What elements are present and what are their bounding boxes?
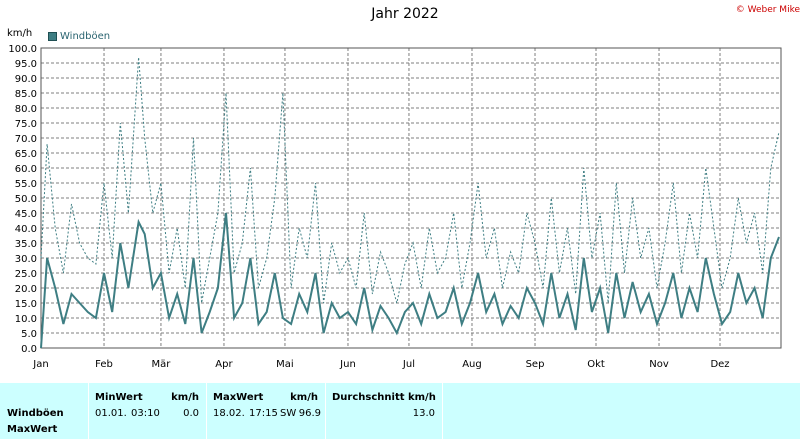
copyright-text: © Weber Mike (735, 5, 800, 15)
y-tick-label: 10.0 (15, 314, 37, 325)
series-line-windben (40, 212, 780, 349)
x-tick-label: Aug (462, 359, 482, 370)
y-tick-label: 65.0 (15, 149, 37, 160)
legend: Windböen (48, 31, 110, 42)
y-tick-label: 100.0 (8, 44, 37, 55)
x-tick-label: Sep (526, 359, 545, 370)
y-tick-label: 30.0 (15, 254, 37, 265)
x-tick-label: Okt (587, 359, 605, 370)
y-tick-label: 70.0 (15, 134, 37, 145)
y-tick-label: 25.0 (15, 269, 37, 280)
x-tick-label: Mär (152, 359, 172, 370)
x-tick-label: Nov (649, 359, 669, 370)
x-tick-labels: Jan Feb Mär Apr Mai Jun Jul Aug Sep Okt Nov Dez (32, 359, 729, 370)
series (40, 57, 780, 349)
row-label-maxwert: MaxWert (7, 424, 58, 435)
x-tick-label: Feb (95, 359, 113, 370)
max-unit: km/h (290, 392, 318, 403)
y-tick-label: 60.0 (15, 164, 37, 175)
row-label-windboeen: Windböen (7, 408, 64, 419)
y-tick-labels: 0.0 5.0 10.0 15.0 20.0 25.0 30.0 35.0 40.0 45.0 50… (8, 44, 37, 355)
grid (40, 47, 782, 349)
series-line-maxwert (40, 57, 780, 304)
legend-label: Windböen (60, 31, 111, 42)
chart-title: Jahr 2022 (371, 6, 439, 22)
stats-panel: Windböen MaxWert MinWert km/h 01.01. 03:… (0, 383, 800, 439)
y-tick-label: 5.0 (21, 329, 37, 340)
stats-max-column: MaxWert km/h 18.02. 17:15 SW 96.9 (206, 383, 325, 439)
max-header: MaxWert (213, 392, 264, 403)
min-header: MinWert (95, 392, 143, 403)
x-tick-label: Apr (215, 359, 233, 370)
min-time: 03:10 (131, 408, 160, 419)
y-tick-label: 75.0 (15, 119, 37, 130)
y-tick-label: 85.0 (15, 89, 37, 100)
stats-empty-column (442, 383, 800, 439)
stats-min-column: MinWert km/h 01.01. 03:10 0.0 (88, 383, 206, 439)
plot-frame (40, 47, 782, 349)
max-direction: SW (280, 408, 297, 419)
chart-area: 0.0 5.0 10.0 15.0 20.0 25.0 30.0 35.0 40.0 45.0 50… (8, 44, 782, 370)
stats-avg-column: Durchschnitt km/h 13.0 (325, 383, 442, 439)
x-tick-label: Jul (402, 359, 415, 370)
y-tick-label: 35.0 (15, 239, 37, 250)
y-tick-label: 20.0 (15, 284, 37, 295)
y-tick-label: 95.0 (15, 59, 37, 70)
max-date: 18.02. (213, 408, 245, 419)
avg-header: Durchschnitt km/h (332, 392, 436, 403)
x-tick-label: Jan (32, 359, 48, 370)
max-value: 96.9 (298, 408, 321, 419)
y-tick-label: 90.0 (15, 74, 37, 85)
x-tick-label: Mai (276, 359, 294, 370)
y-axis-unit: km/h (7, 28, 33, 39)
min-value: 0.0 (183, 408, 199, 419)
max-time: 17:15 (249, 408, 278, 419)
y-tick-label: 45.0 (15, 209, 37, 220)
x-tick-label: Dez (710, 359, 729, 370)
x-tick-label: Jun (339, 359, 356, 370)
y-tick-label: 15.0 (15, 299, 37, 310)
min-unit: km/h (171, 392, 199, 403)
y-tick-label: 50.0 (15, 194, 37, 205)
min-date: 01.01. (95, 408, 127, 419)
y-tick-label: 80.0 (15, 104, 37, 115)
y-tick-label: 40.0 (15, 224, 37, 235)
y-tick-label: 55.0 (15, 179, 37, 190)
y-tick-label: 0.0 (21, 344, 37, 355)
legend-swatch (48, 32, 57, 41)
avg-value: 13.0 (412, 408, 435, 419)
